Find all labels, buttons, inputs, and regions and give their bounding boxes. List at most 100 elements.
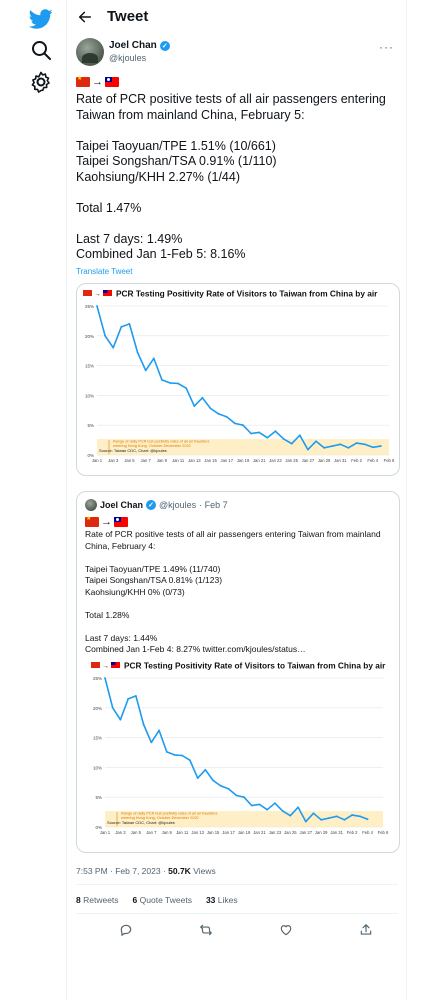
x-tick-label: Jan 29 — [318, 458, 331, 463]
data-point — [104, 677, 106, 679]
data-point — [152, 357, 155, 360]
data-point — [335, 815, 338, 818]
band-label-line2: entering Hong Kong, October-December 202… — [121, 816, 199, 820]
data-point — [158, 729, 160, 732]
data-point — [219, 784, 222, 787]
data-point — [297, 806, 299, 809]
author-handle[interactable]: @kjoules — [109, 53, 147, 63]
views-label: Views — [190, 866, 216, 876]
search-icon[interactable] — [28, 37, 54, 63]
band-label-line2: entering Hong Kong, October-December 202… — [113, 444, 191, 448]
taiwan-flag-icon — [114, 517, 128, 527]
x-tick-label: Jan 27 — [299, 830, 312, 835]
data-point — [320, 818, 323, 821]
data-point — [355, 442, 358, 444]
band-label-line1: Range of daily PCR test positivity rates… — [113, 440, 210, 444]
retweets-stat[interactable]: 8 Retweets — [76, 895, 119, 905]
x-tick-label: Jan 17 — [222, 830, 235, 835]
main-column: Tweet Joel Chan ✓ @kjoules ··· → Rate of… — [66, 0, 407, 1000]
twitter-logo-icon[interactable] — [28, 6, 54, 32]
quoted-tweet[interactable]: Joel Chan ✓ @kjoules · Feb 7 → Rate of P… — [76, 491, 400, 853]
data-point — [165, 751, 168, 753]
data-point — [250, 804, 253, 807]
data-point — [169, 381, 171, 384]
y-tick-label: 20% — [85, 334, 94, 339]
china-flag-icon — [91, 662, 100, 668]
taiwan-flag-icon — [105, 77, 119, 87]
x-tick-label: Jan 15 — [204, 458, 217, 463]
quote-tweets-stat[interactable]: 6 Quote Tweets — [132, 895, 192, 905]
x-tick-label: Feb 2 — [347, 830, 358, 835]
x-tick-label: Feb 4 — [367, 458, 378, 463]
data-point — [331, 445, 334, 447]
quoted-chart-image: → PCR Testing Positivity Rate of Visitors… — [85, 656, 395, 849]
chart-title-row: → PCR Testing Positivity Rate of Visitors… — [83, 289, 378, 299]
back-button[interactable] — [75, 7, 95, 27]
tweet-author: Joel Chan ✓ @kjoules ··· — [76, 38, 396, 66]
retweet-icon — [200, 924, 212, 936]
x-tick-label: Jan 23 — [269, 458, 282, 463]
divider — [76, 884, 398, 885]
x-tick-label: Jan 19 — [237, 458, 250, 463]
data-point — [298, 434, 301, 437]
author-name-row[interactable]: Joel Chan ✓ — [109, 40, 170, 51]
x-tick-label: Jan 11 — [172, 458, 185, 463]
like-button[interactable] — [278, 922, 294, 938]
share-button[interactable] — [358, 922, 374, 938]
y-tick-label: 10% — [93, 765, 102, 770]
data-point — [173, 753, 176, 756]
data-point — [150, 741, 153, 744]
data-point — [306, 448, 309, 451]
data-point — [304, 820, 307, 823]
chart-source: Source: Taiwan CDC, Chart: @kjoules — [99, 448, 167, 453]
quoted-author-name: Joel Chan — [100, 500, 144, 510]
reply-button[interactable] — [118, 922, 134, 938]
avatar[interactable] — [76, 38, 104, 66]
translate-tweet-link[interactable]: Translate Tweet — [76, 267, 133, 276]
data-point — [289, 814, 292, 817]
tweet-time[interactable]: 7:53 PM · Feb 7, 2023 · — [76, 866, 169, 876]
data-point — [315, 440, 317, 443]
data-point — [134, 694, 137, 697]
data-point — [119, 718, 122, 721]
data-point — [266, 808, 269, 811]
x-tick-label: Feb 4 — [362, 830, 373, 835]
tweet-stats: 8 Retweets 6 Quote Tweets 33 Likes — [76, 895, 238, 905]
settings-icon[interactable] — [28, 69, 54, 95]
x-tick-label: Jan 13 — [191, 830, 204, 835]
y-tick-label: 10% — [85, 393, 94, 398]
data-point — [142, 723, 145, 726]
chart-image[interactable]: → PCR Testing Positivity Rate of Visitors… — [76, 283, 400, 476]
data-point — [343, 818, 346, 821]
retweet-button[interactable] — [198, 922, 214, 938]
y-tick-label: 5% — [95, 795, 102, 800]
chart-title-row: → PCR Testing Positivity Rate of Visitors… — [91, 661, 386, 671]
x-tick-label: Jan 17 — [220, 458, 233, 463]
data-point — [281, 810, 284, 812]
x-tick-label: Jan 1 — [92, 458, 103, 463]
data-point — [358, 815, 361, 818]
data-point — [351, 814, 354, 816]
x-tick-label: Jan 27 — [302, 458, 315, 463]
x-tick-label: Jan 5 — [131, 830, 142, 835]
likes-stat[interactable]: 33 Likes — [205, 895, 238, 905]
more-options-icon[interactable]: ··· — [379, 40, 394, 54]
data-point — [273, 802, 276, 805]
taiwan-flag-canton — [111, 662, 116, 665]
data-point — [274, 430, 277, 433]
x-tick-label: Jan 5 — [124, 458, 135, 463]
band-label-line1: Range of daily PCR test positivity rates… — [121, 812, 218, 816]
data-point — [104, 334, 107, 337]
author-name[interactable]: Joel Chan — [109, 40, 157, 51]
chart-title: PCR Testing Positivity Rate of Visitors … — [124, 661, 386, 671]
tweet-timestamp: 7:53 PM · Feb 7, 2023 · 50.7K Views — [76, 866, 216, 876]
x-tick-label: Jan 25 — [284, 830, 297, 835]
quoted-author-handle: @kjoules — [159, 500, 197, 510]
data-point — [128, 322, 131, 325]
data-point — [127, 697, 130, 700]
data-point — [235, 794, 238, 797]
data-point — [217, 412, 220, 415]
hong-kong-range-band — [97, 439, 389, 456]
x-tick-label: Jan 3 — [115, 830, 126, 835]
x-tick-label: Jan 11 — [176, 830, 189, 835]
